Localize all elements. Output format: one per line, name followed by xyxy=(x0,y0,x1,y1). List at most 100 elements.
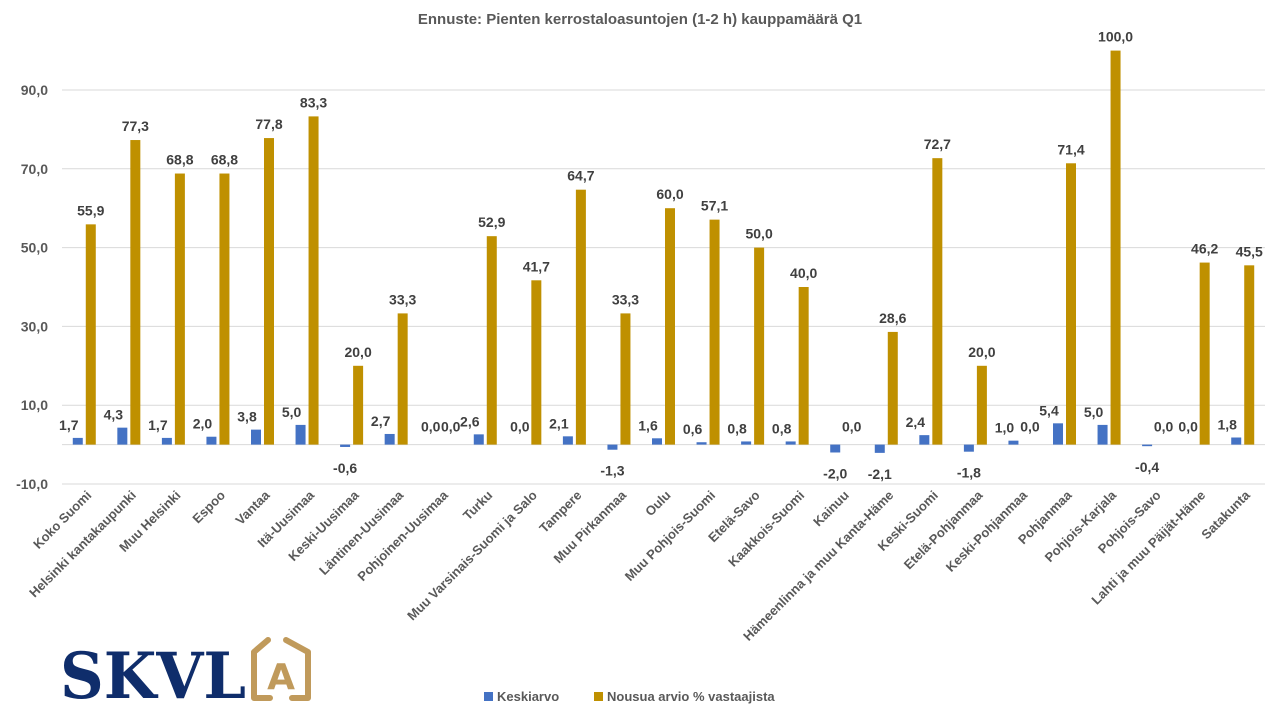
data-label: 0,0 xyxy=(842,419,862,435)
data-label: 52,9 xyxy=(478,214,505,230)
y-axis-ticks: -10,0 10,0 30,0 50,0 70,0 90,0 xyxy=(16,82,48,492)
x-tick-label: Kaakkois-Suomi xyxy=(725,488,807,570)
data-label: -2,1 xyxy=(868,466,892,482)
bar-nousua xyxy=(665,208,675,445)
data-label: 64,7 xyxy=(567,168,594,184)
bar-keskiarvo xyxy=(1008,440,1019,445)
bar-keskiarvo xyxy=(1231,437,1242,445)
data-label: 1,7 xyxy=(59,417,79,433)
data-label: 68,8 xyxy=(211,152,238,168)
data-label: 1,8 xyxy=(1217,417,1237,433)
data-label: 0,8 xyxy=(772,420,792,436)
data-label: 68,8 xyxy=(166,152,193,168)
data-label: 2,1 xyxy=(549,415,569,431)
bar-nousua xyxy=(174,173,185,445)
data-label: 57,1 xyxy=(701,198,728,214)
data-label: 2,7 xyxy=(371,413,391,429)
data-label: -2,0 xyxy=(823,465,847,481)
data-label: 5,0 xyxy=(282,404,302,420)
data-label: 5,4 xyxy=(1039,402,1059,418)
bar-nousua xyxy=(1244,265,1255,445)
bar-nousua xyxy=(709,219,720,445)
x-tick-label: Oulu xyxy=(642,487,674,519)
legend-label-keskiarvo: Keskiarvo xyxy=(497,689,559,704)
bar-keskiarvo xyxy=(251,429,261,445)
bar-nousua xyxy=(887,331,898,445)
legend-label-nousua: Nousua arvio % vastaajista xyxy=(607,689,775,704)
bar-nousua xyxy=(1110,50,1121,445)
bar-nousua xyxy=(575,189,586,445)
data-label: 60,0 xyxy=(656,186,683,202)
x-tick-label: Vantaa xyxy=(232,487,273,528)
bar-keskiarvo xyxy=(72,437,83,445)
data-label: 41,7 xyxy=(523,258,550,274)
bar-nousua xyxy=(397,313,408,445)
y-tick-label: 30,0 xyxy=(21,318,48,334)
logo-emblem-letter: A xyxy=(267,657,295,698)
data-label: 0,0 xyxy=(1178,419,1198,435)
data-label: 4,3 xyxy=(104,407,124,423)
bar-keskiarvo xyxy=(1097,424,1108,445)
data-label: 1,0 xyxy=(995,420,1015,436)
data-label: -0,4 xyxy=(1135,459,1159,475)
bar-keskiarvo xyxy=(206,436,217,445)
legend-swatch-keskiarvo xyxy=(484,692,493,701)
bar-nousua xyxy=(620,313,631,445)
data-label: 45,5 xyxy=(1236,243,1263,259)
bar-nousua xyxy=(1066,163,1076,445)
logo-house-emblem-icon: A xyxy=(251,637,311,701)
data-label: 100,0 xyxy=(1098,29,1133,45)
bar-nousua xyxy=(264,138,274,445)
bar-keskiarvo xyxy=(741,441,752,445)
bar-keskiarvo xyxy=(607,444,618,450)
data-label: 5,0 xyxy=(1084,404,1104,420)
bar-keskiarvo xyxy=(340,444,351,447)
data-label: 20,0 xyxy=(968,344,995,360)
bar-nousua xyxy=(754,247,765,445)
bar-keskiarvo xyxy=(1142,444,1153,447)
legend-swatch-nousua xyxy=(594,692,603,701)
x-tick-label: Etelä-Pohjanmaa xyxy=(901,487,986,572)
data-label: 55,9 xyxy=(77,202,104,218)
data-label: 1,6 xyxy=(638,417,658,433)
data-label: 3,8 xyxy=(237,409,257,425)
y-tick-label: 50,0 xyxy=(21,240,48,256)
data-label: 77,3 xyxy=(122,118,149,134)
data-labels: 1,7 55,9 4,3 77,3 1,7 68,8 2,0 68,8 3,8 77,8 5,0 83… xyxy=(59,29,1263,482)
data-label: 0,0 xyxy=(510,419,530,435)
x-tick-label: Espoo xyxy=(189,487,228,526)
x-tick-label: Läntinen-Uusimaa xyxy=(316,487,407,578)
bars xyxy=(72,50,1255,453)
bar-keskiarvo xyxy=(830,444,841,453)
data-label: 0,6 xyxy=(683,421,703,437)
bar-nousua xyxy=(85,224,96,445)
data-label: 46,2 xyxy=(1191,241,1218,257)
data-label: 28,6 xyxy=(879,310,906,326)
data-label: 0,0 xyxy=(421,419,441,435)
data-label: -1,3 xyxy=(600,463,624,479)
x-tick-label: Satakunta xyxy=(1198,487,1253,542)
bar-nousua xyxy=(486,236,497,445)
bar-keskiarvo xyxy=(117,427,128,445)
data-label: 20,0 xyxy=(344,344,371,360)
data-label: 40,0 xyxy=(790,265,817,281)
bar-nousua xyxy=(353,365,364,445)
bar-nousua xyxy=(531,280,542,445)
data-label: 0,0 xyxy=(1020,419,1040,435)
bar-keskiarvo xyxy=(785,441,796,445)
data-label: 71,4 xyxy=(1057,141,1084,157)
x-tick-label: Keski-Pohjanmaa xyxy=(943,487,1031,575)
data-label: 33,3 xyxy=(612,291,639,307)
bar-keskiarvo xyxy=(696,442,707,445)
data-label: 2,0 xyxy=(193,416,213,432)
data-label: 2,6 xyxy=(460,413,480,429)
data-label: 1,7 xyxy=(148,417,168,433)
bar-keskiarvo xyxy=(919,435,930,445)
y-tick-label: 10,0 xyxy=(21,397,48,413)
bar-nousua xyxy=(219,173,230,445)
bar-keskiarvo xyxy=(652,438,662,445)
bar-nousua xyxy=(130,140,141,445)
bar-keskiarvo xyxy=(562,436,573,445)
data-label: 0,0 xyxy=(1154,419,1174,435)
